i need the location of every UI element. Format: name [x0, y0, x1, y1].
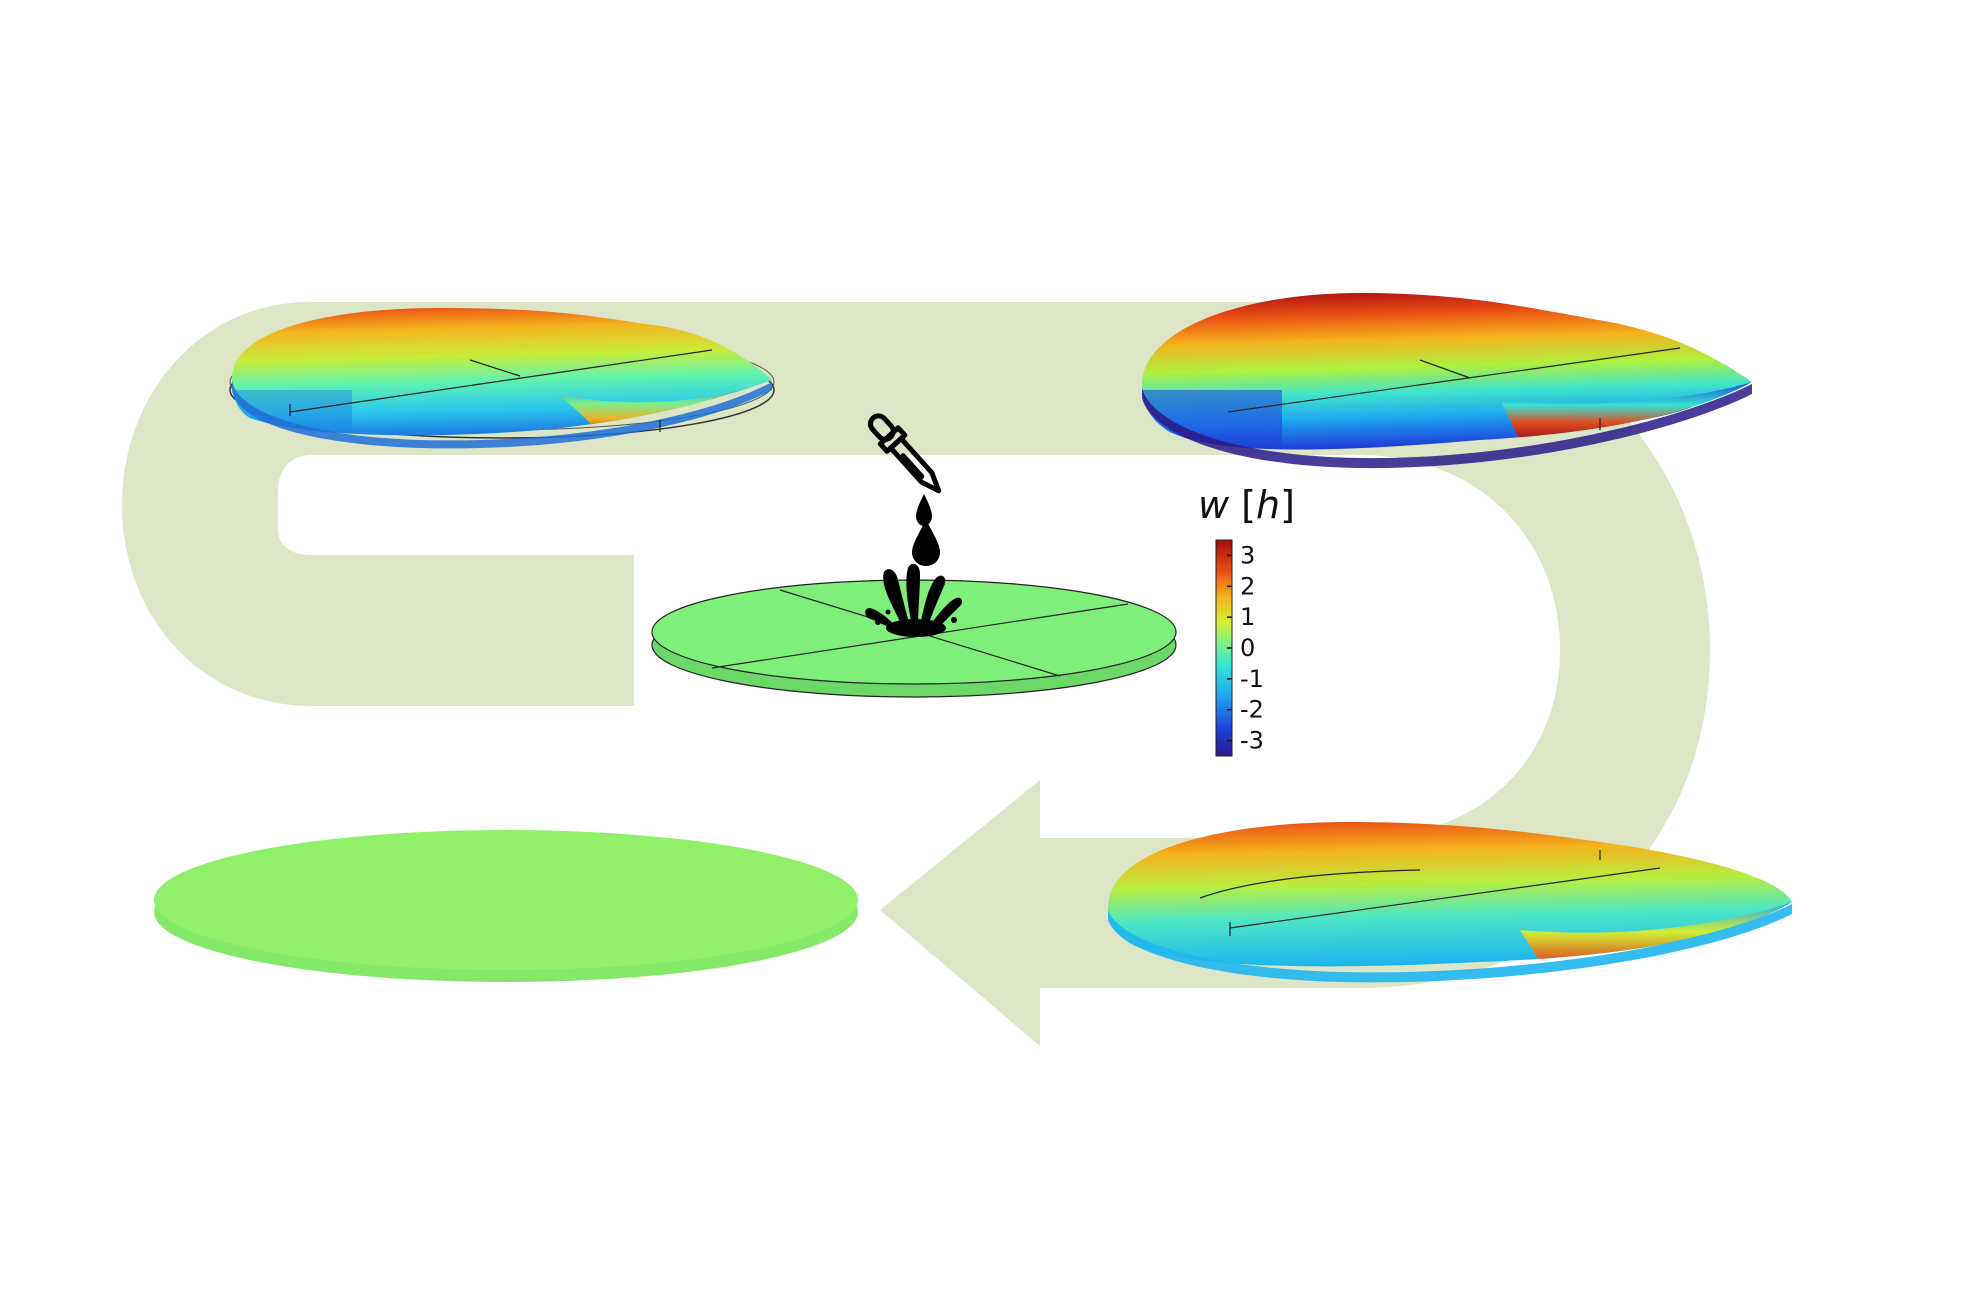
pipette-icon	[868, 413, 942, 494]
plate-stage-1	[229, 308, 775, 449]
colorbar-title: w [h]	[1198, 483, 1295, 527]
plate-stage-4	[154, 830, 858, 982]
colorbar-tick-label: 1	[1240, 603, 1255, 631]
colorbar-tick-label: 3	[1240, 541, 1255, 569]
colorbar-tick-label: 0	[1240, 634, 1255, 662]
colorbar-tick-label: -1	[1240, 665, 1264, 693]
colorbar-tick-label: -2	[1240, 696, 1264, 724]
droplet-icon	[912, 494, 940, 566]
plate-center	[651, 579, 1177, 698]
colorbar-tick-label: 2	[1240, 572, 1255, 600]
colorbar-tick-label: -3	[1240, 727, 1264, 755]
colorbar: w [h] 3 2 1 0 -1 -2 -3	[1198, 483, 1295, 757]
splash-icon	[865, 563, 963, 637]
colorbar-ticks: 3 2 1 0 -1 -2 -3	[1227, 541, 1264, 755]
plate-stage-3	[1108, 822, 1792, 983]
